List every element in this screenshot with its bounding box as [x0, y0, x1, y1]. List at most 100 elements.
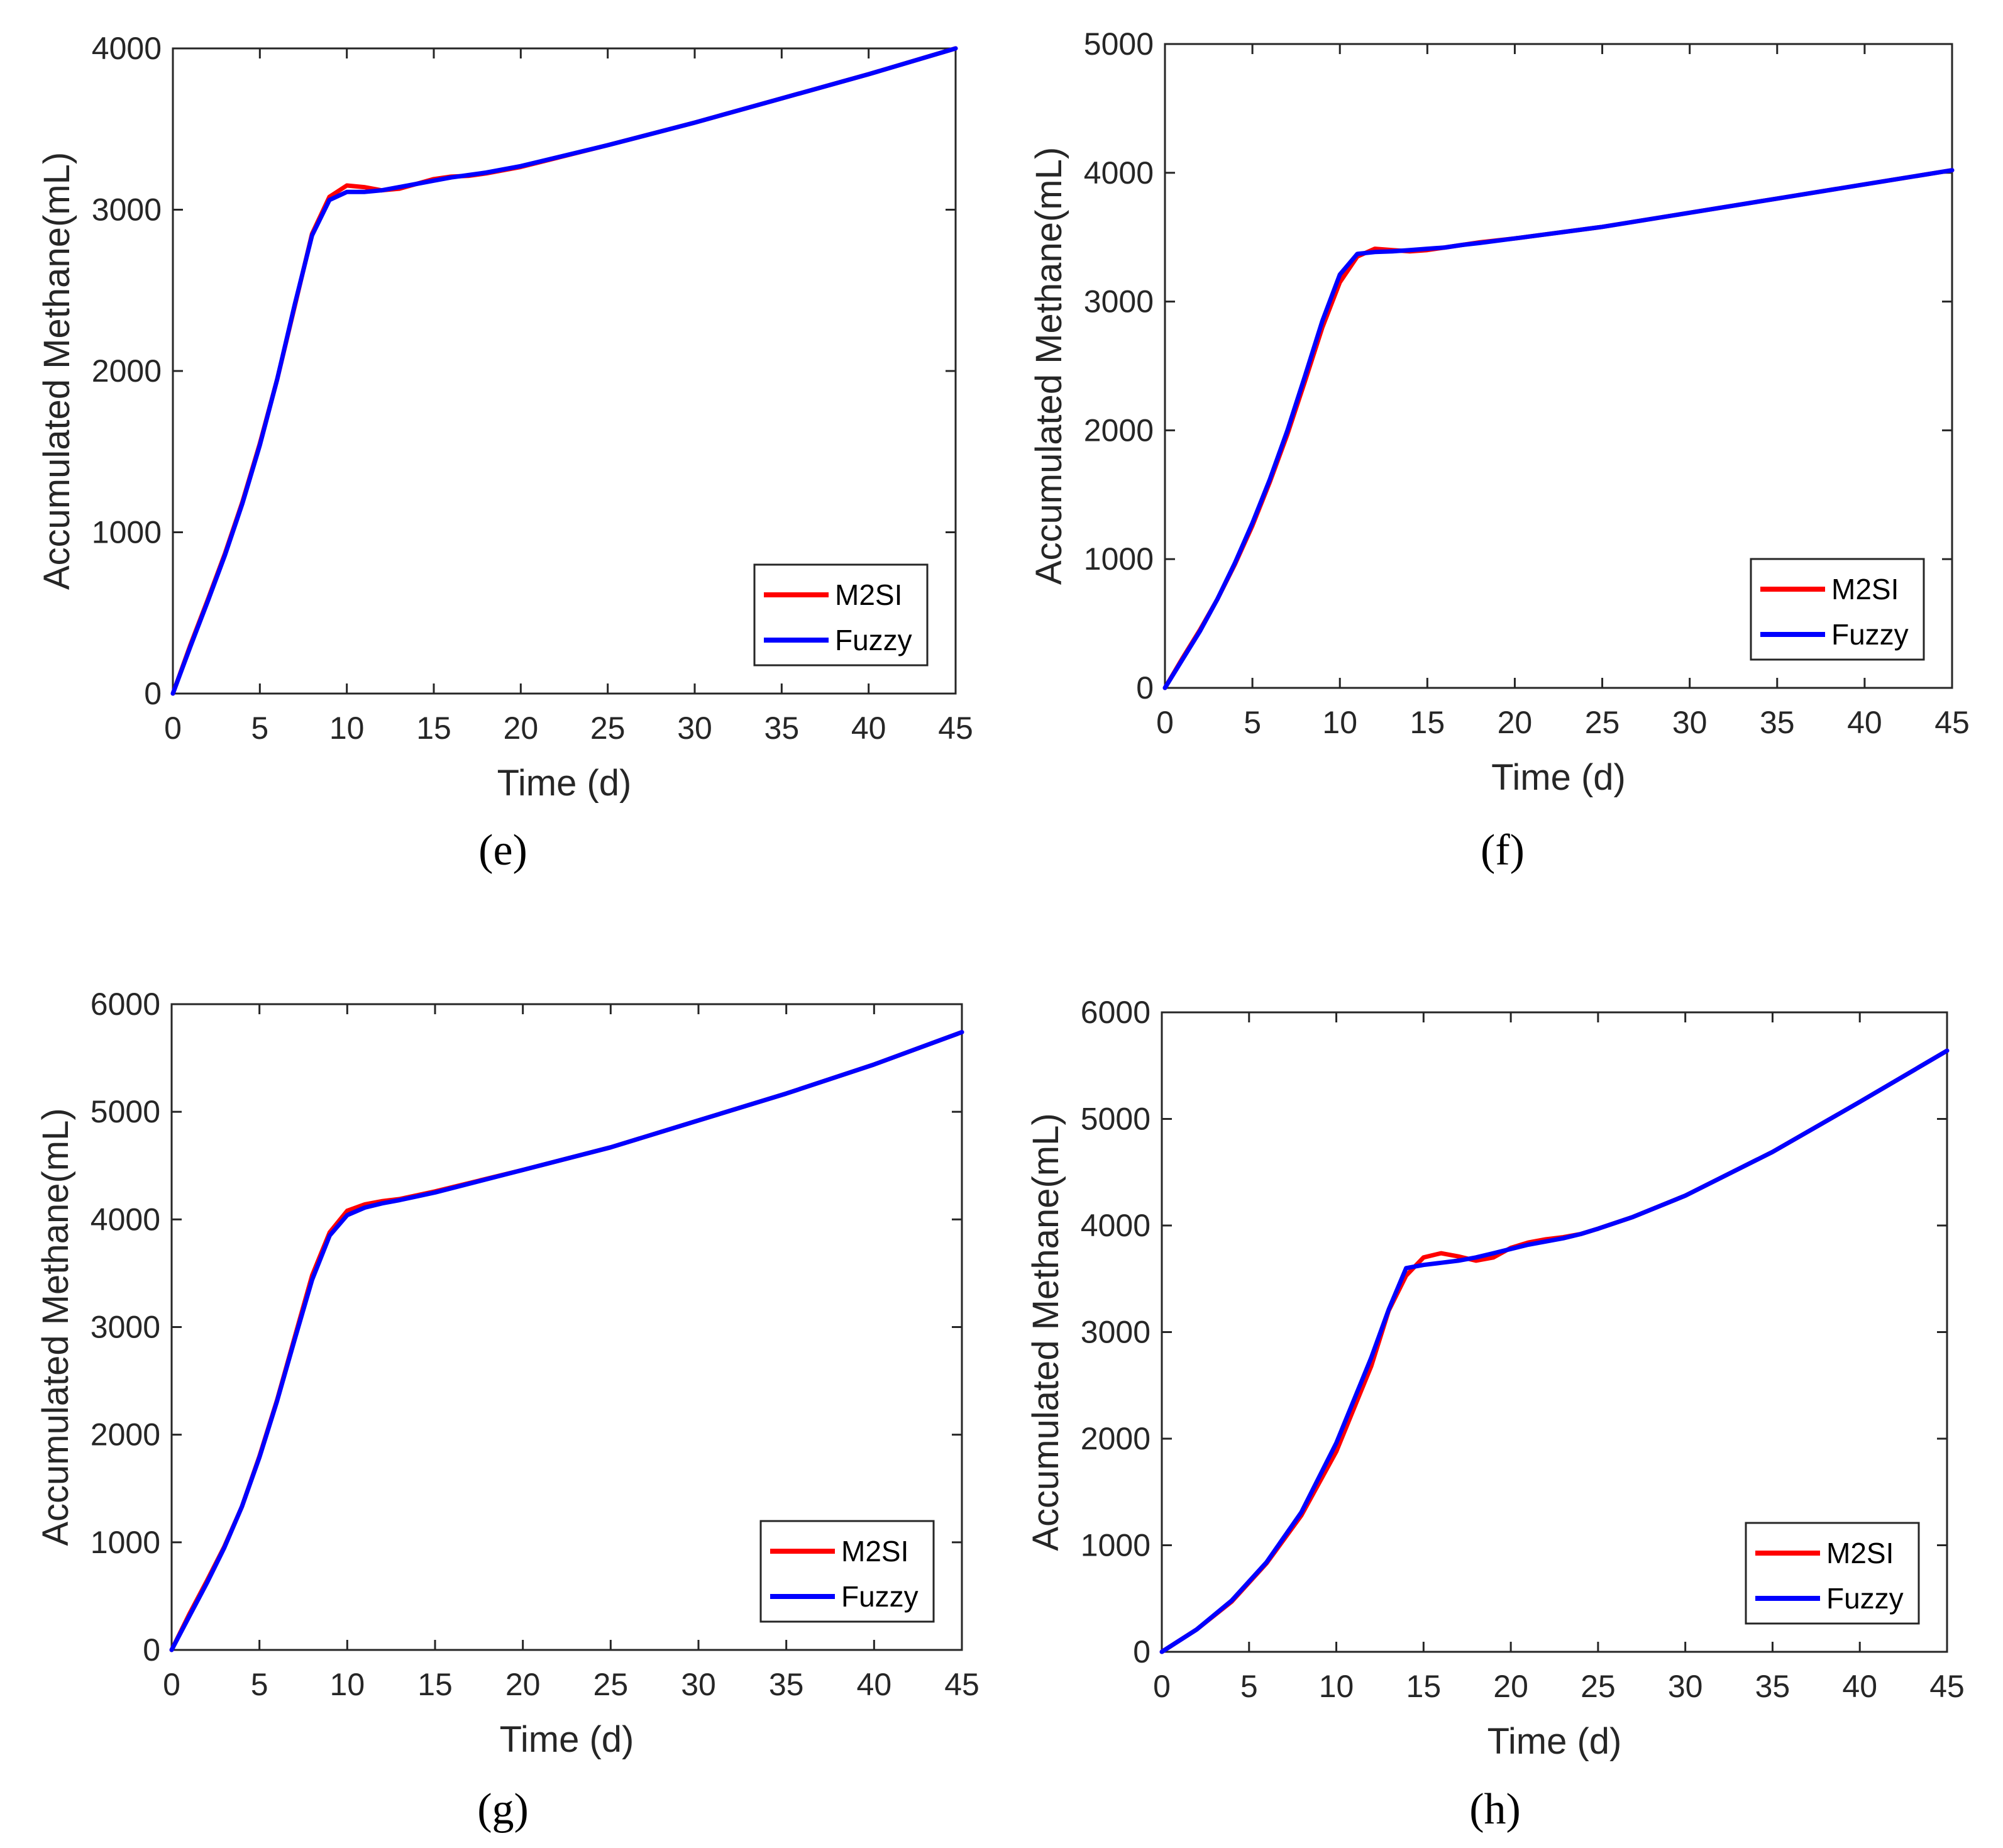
series-line-fuzzy [170, 46, 958, 696]
x-tick-label: 30 [1672, 705, 1708, 740]
legend-label-fuzzy: Fuzzy [835, 624, 912, 656]
legend: M2SI Fuzzy [753, 563, 929, 667]
series-line-fuzzy [169, 1030, 964, 1652]
chart-panel-1: 0 5 10 15 20 25 30 35 40 45 0 1000 2000 3000 4000 Time … [36, 31, 973, 875]
x-tick-label: 0 [163, 1667, 180, 1702]
x-tick-label: 5 [251, 711, 268, 746]
y-axis-title: Accumulated Methane(mL) [1025, 1113, 1066, 1551]
x-tick-label: 15 [417, 1667, 453, 1702]
x-tick-label: 10 [1319, 1669, 1354, 1704]
legend-box [753, 563, 929, 667]
legend-label-m2si: M2SI [1831, 573, 1899, 606]
x-tick-label: 5 [1240, 1669, 1258, 1704]
panel-label: (h) [1469, 1785, 1521, 1834]
x-tick-label: 35 [769, 1667, 804, 1702]
panel-label: (f) [1481, 826, 1525, 875]
x-tick-label: 25 [590, 711, 626, 746]
x-tick-label: 20 [504, 711, 539, 746]
series-line-fuzzy [1162, 168, 1955, 690]
x-tick-label: 15 [1410, 705, 1445, 740]
chart-panel-2: 0 5 10 15 20 25 30 35 40 45 0 1000 2000 3000 4000 5000 T… [1029, 26, 1970, 875]
legend-label-fuzzy: Fuzzy [1826, 1582, 1904, 1615]
y-tick-label: 1000 [1081, 1528, 1150, 1563]
y-tick-label: 4000 [92, 31, 162, 66]
legend-box [1750, 558, 1925, 661]
legend-label-m2si: M2SI [1826, 1537, 1894, 1569]
legend: M2SI Fuzzy [759, 1520, 935, 1623]
y-tick-label: 0 [1136, 670, 1154, 705]
y-axis-title: Accumulated Methane(mL) [36, 152, 77, 590]
x-tick-label: 40 [1847, 705, 1882, 740]
series-line-fuzzy [1159, 1048, 1950, 1654]
y-tick-label: 3000 [1081, 1315, 1150, 1350]
x-tick-label: 15 [1406, 1669, 1442, 1704]
x-tick-label: 0 [1153, 1669, 1171, 1704]
x-tick-label: 10 [330, 1667, 365, 1702]
x-axis-title: Time (d) [1491, 757, 1626, 798]
y-tick-label: 4000 [1081, 1208, 1150, 1243]
legend: M2SI Fuzzy [1745, 1522, 1920, 1625]
y-tick-label: 2000 [1084, 412, 1154, 448]
y-tick-label: 1000 [1084, 541, 1154, 577]
x-tick-label: 40 [851, 711, 886, 746]
x-tick-label: 10 [329, 711, 365, 746]
chart-panel-4: 0 5 10 15 20 25 30 35 40 45 0 1000 2000 3000 4000 5000 6… [1025, 995, 1965, 1834]
y-tick-label: 6000 [91, 987, 160, 1022]
x-tick-label: 35 [1755, 1669, 1791, 1704]
y-tick-label: 1000 [91, 1525, 160, 1560]
x-axis-title: Time (d) [1487, 1721, 1622, 1762]
legend-label-m2si: M2SI [841, 1535, 908, 1568]
x-axis-title: Time (d) [500, 1719, 634, 1760]
x-tick-label: 0 [164, 711, 182, 746]
x-tick-label: 35 [764, 711, 800, 746]
y-tick-label: 3000 [1084, 284, 1154, 319]
x-tick-label: 45 [1934, 705, 1970, 740]
y-tick-label: 3000 [91, 1310, 160, 1345]
x-tick-label: 40 [857, 1667, 892, 1702]
x-axis-title: Time (d) [497, 763, 632, 804]
x-tick-label: 25 [1585, 705, 1620, 740]
legend: M2SI Fuzzy [1750, 558, 1925, 661]
x-tick-label: 15 [416, 711, 451, 746]
legend-label-fuzzy: Fuzzy [841, 1580, 919, 1613]
x-tick-label: 45 [1929, 1669, 1965, 1704]
panel-label: (e) [478, 826, 527, 875]
x-tick-label: 35 [1760, 705, 1795, 740]
y-tick-label: 5000 [91, 1094, 160, 1129]
y-tick-label: 2000 [1081, 1421, 1150, 1456]
legend-box [1745, 1522, 1920, 1625]
x-tick-label: 20 [1493, 1669, 1528, 1704]
chart-panel-3: 0 5 10 15 20 25 30 35 40 45 0 1000 2000 3000 4000 5000 6… [35, 987, 979, 1834]
y-tick-label: 3000 [92, 192, 162, 228]
legend-label-m2si: M2SI [835, 578, 902, 611]
x-tick-label: 30 [1668, 1669, 1703, 1704]
x-tick-label: 5 [1244, 705, 1261, 740]
legend-box [759, 1520, 935, 1623]
x-tick-label: 25 [1581, 1669, 1616, 1704]
x-tick-label: 25 [593, 1667, 629, 1702]
x-tick-label: 5 [251, 1667, 268, 1702]
y-tick-label: 2000 [91, 1417, 160, 1452]
legend-label-fuzzy: Fuzzy [1831, 618, 1909, 651]
y-tick-label: 0 [144, 676, 162, 711]
y-tick-label: 5000 [1084, 26, 1154, 62]
y-tick-label: 6000 [1081, 995, 1150, 1030]
y-tick-label: 4000 [1084, 155, 1154, 191]
x-tick-label: 30 [681, 1667, 716, 1702]
x-tick-label: 30 [677, 711, 712, 746]
x-tick-label: 10 [1322, 705, 1357, 740]
x-tick-label: 20 [1498, 705, 1533, 740]
y-axis-title: Accumulated Methane(mL) [35, 1108, 76, 1546]
x-tick-label: 20 [505, 1667, 541, 1702]
y-axis-title: Accumulated Methane(mL) [1029, 147, 1069, 585]
y-tick-label: 0 [1133, 1634, 1150, 1669]
y-tick-label: 4000 [91, 1202, 160, 1237]
panel-label: (g) [477, 1785, 529, 1834]
y-tick-label: 0 [143, 1632, 160, 1668]
x-tick-label: 45 [944, 1667, 979, 1702]
x-tick-label: 45 [938, 711, 973, 746]
y-tick-label: 1000 [92, 515, 162, 550]
x-tick-label: 40 [1842, 1669, 1877, 1704]
y-tick-label: 2000 [92, 353, 162, 389]
